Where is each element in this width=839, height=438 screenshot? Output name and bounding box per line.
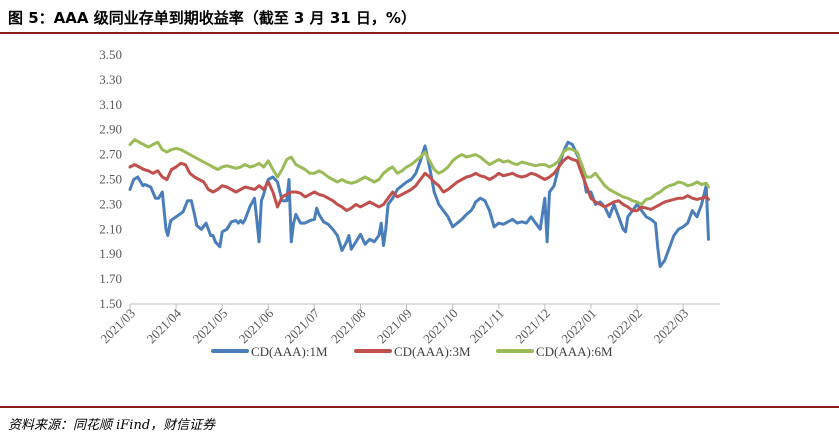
y-tick-label: 3.50 <box>99 47 122 62</box>
x-axis: 2021/03 2021/04 2021/05 2021/06 2021/07 2021/… <box>97 303 720 347</box>
y-tick-label: 1.70 <box>99 271 122 286</box>
x-tick-label: 2021/11 <box>466 306 506 346</box>
x-tick-label: 2022/02 <box>604 306 645 347</box>
source-note: 资料来源：同花顺 iFind，财信证券 <box>8 418 216 433</box>
legend-label: CD(AAA):1M <box>251 344 328 359</box>
legend-label: CD(AAA):3M <box>394 344 471 359</box>
y-tick-label: 3.30 <box>99 72 122 87</box>
series-layer <box>128 138 710 269</box>
line-chart: 3.50 3.30 3.10 2.90 2.70 2.50 2.30 2.10 1.90 1.70… <box>97 47 720 359</box>
x-tick-label: 2021/04 <box>143 305 184 346</box>
legend: CD(AAA):1M CD(AAA):3M CD(AAA):6M <box>211 344 613 359</box>
x-tick-label: 2021/03 <box>97 306 138 347</box>
x-tick-label: 2021/12 <box>512 306 553 347</box>
x-tick-label: 2021/05 <box>190 306 231 347</box>
figure-title-bar: 图 5：AAA 级同业存单到期收益率（截至 3 月 31 日，%） <box>0 0 839 34</box>
y-tick-label: 2.10 <box>99 221 122 236</box>
source-bar: 资料来源：同花顺 iFind，财信证券 <box>0 406 839 438</box>
y-tick-label: 2.90 <box>99 122 122 137</box>
y-axis: 3.50 3.30 3.10 2.90 2.70 2.50 2.30 2.10 1.90 1.70… <box>99 47 122 311</box>
legend-label: CD(AAA):6M <box>536 344 613 359</box>
x-tick-label: 2021/10 <box>420 306 461 347</box>
x-tick-label: 2021/08 <box>328 306 369 347</box>
y-tick-label: 1.90 <box>99 246 122 261</box>
y-tick-label: 2.30 <box>99 196 122 211</box>
series-line-1 <box>128 140 710 269</box>
x-tick-label: 2021/06 <box>236 305 277 346</box>
series-line-2 <box>128 155 710 213</box>
y-tick-label: 3.10 <box>99 97 122 112</box>
x-tick-label: 2022/01 <box>558 306 599 347</box>
figure-title: 图 5：AAA 级同业存单到期收益率（截至 3 月 31 日，%） <box>8 9 416 27</box>
y-tick-label: 2.50 <box>99 172 122 187</box>
x-tick-label: 2022/03 <box>650 306 691 347</box>
x-tick-label: 2021/09 <box>374 306 415 347</box>
series-line-3 <box>128 138 710 206</box>
y-tick-label: 1.50 <box>99 296 122 311</box>
y-tick-label: 2.70 <box>99 147 122 162</box>
x-tick-label: 2021/07 <box>282 305 323 346</box>
